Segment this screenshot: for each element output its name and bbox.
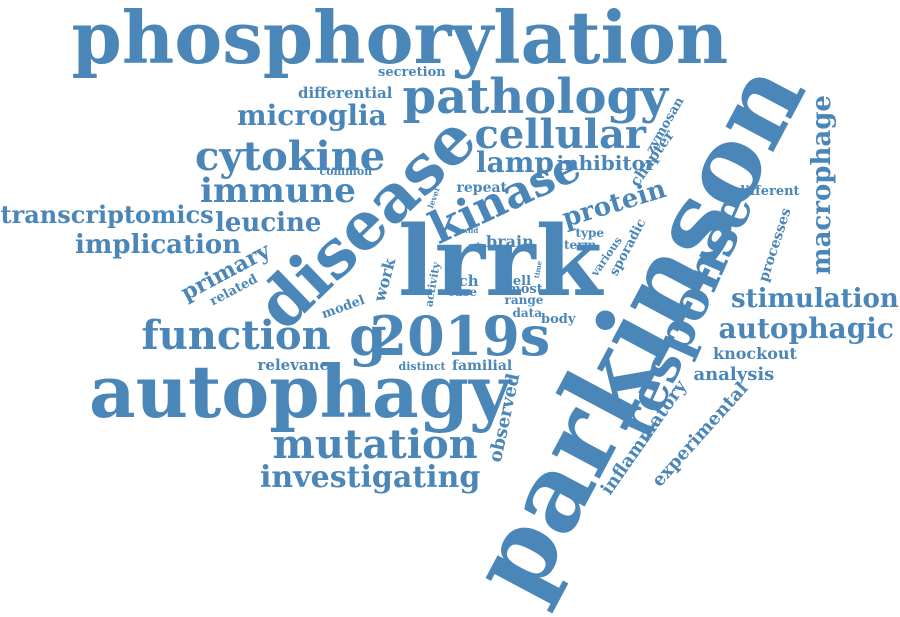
word-leucine: leucine (215, 208, 322, 238)
word-knockout: knockout (713, 344, 797, 363)
word-range: range (504, 293, 544, 307)
word-different: different (736, 183, 800, 199)
word-transcriptomics: transcriptomics (0, 200, 214, 229)
word-relevance: relevance (257, 355, 339, 374)
word-g: g (349, 304, 387, 368)
word-brain: brain (486, 232, 534, 251)
word-body: body (541, 311, 576, 327)
word-case: case (447, 285, 477, 299)
word-repeat: repeat (456, 180, 508, 196)
word-investigating: investigating (260, 460, 481, 495)
word-inhibitor: inhibitor (556, 151, 656, 175)
word-autophagy: autophagy (89, 349, 511, 434)
word-common: common (319, 164, 373, 178)
word-rich: rich (445, 271, 479, 290)
word-distinct: distinct (398, 359, 446, 373)
word-type: type (575, 226, 605, 240)
word-implication: implication (75, 230, 242, 260)
word-microglia: microglia (237, 99, 387, 132)
word-cell: cell (505, 273, 532, 289)
word-stimulation: stimulation (731, 284, 899, 314)
word-time: time (531, 259, 544, 279)
word-mutation: mutation (272, 421, 478, 468)
word-pathology: pathology (402, 69, 668, 125)
word-role: role (468, 240, 484, 250)
word-cellular: cellular (474, 111, 646, 158)
word-cytokine: cytokine (195, 133, 386, 180)
word-2019s: 2019s (369, 304, 551, 368)
word-data: data (512, 306, 542, 320)
word-wild: wild (462, 225, 479, 235)
word-familial: familial (452, 358, 513, 374)
word-secretion: secretion (378, 64, 446, 80)
word-autophagic: autophagic (718, 312, 894, 345)
word-lamp: lamp (476, 146, 554, 179)
word-analysis: analysis (693, 364, 775, 385)
word-lrrk: lrrk (398, 205, 603, 318)
word-macrophage: macrophage (806, 95, 837, 275)
word-function: function (141, 312, 331, 359)
word-most: most (507, 281, 543, 297)
word-differential: differential (298, 83, 393, 102)
word-immune: immune (200, 171, 356, 211)
word-phosphorylation: phosphorylation (71, 0, 729, 80)
word-term: term (564, 238, 597, 252)
